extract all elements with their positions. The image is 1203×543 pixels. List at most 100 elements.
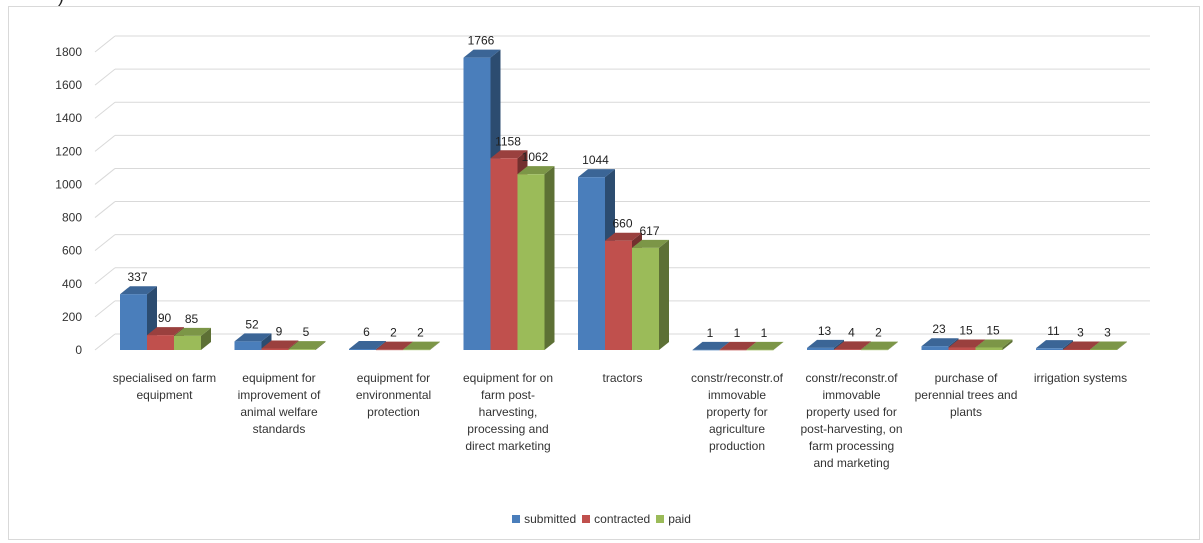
data-label: 1 <box>734 326 741 340</box>
bar-side <box>1002 339 1013 350</box>
bar-front <box>975 347 1003 350</box>
bar-front <box>1063 349 1090 351</box>
bar-top <box>463 49 501 58</box>
data-label: 2 <box>417 326 424 340</box>
bar-front <box>147 335 174 350</box>
category-label: equipment for environmental protection <box>356 371 431 419</box>
bar-paid <box>861 341 898 351</box>
bar-top <box>605 232 642 241</box>
bar-front <box>120 294 147 350</box>
bar-side <box>430 341 440 350</box>
bars <box>120 49 1127 351</box>
category-label: tractors <box>602 371 642 385</box>
bar-paid <box>746 341 784 351</box>
bar-top <box>403 341 440 350</box>
gridline-depth <box>94 267 116 285</box>
bar-side <box>773 341 784 350</box>
data-label: 52 <box>245 317 259 331</box>
bar-top <box>948 339 986 348</box>
data-label: 1766 <box>468 34 495 48</box>
bar-top <box>261 340 299 349</box>
data-label: 1 <box>761 326 768 340</box>
bar-front <box>376 349 403 351</box>
data-label: 337 <box>127 270 147 284</box>
data-label: 15 <box>959 324 973 338</box>
y-tick-label: 400 <box>62 277 82 291</box>
gridline-depth <box>94 201 116 218</box>
bar-top <box>174 327 211 336</box>
y-tick-label: 1600 <box>55 78 82 92</box>
bar-top <box>234 333 272 342</box>
bar-paid <box>174 327 211 350</box>
legend-item-paid: paid <box>656 512 691 526</box>
legend: submitted contracted paid <box>0 512 1203 526</box>
category-label: irrigation systems <box>1034 371 1127 385</box>
data-label: 5 <box>303 325 310 339</box>
bar-top <box>517 166 555 175</box>
bar-top <box>1036 340 1073 349</box>
bar-front <box>861 349 888 351</box>
bar-top <box>147 327 184 336</box>
bar-side <box>201 327 211 350</box>
bar-top <box>1090 341 1127 350</box>
bar-front <box>403 349 430 351</box>
legend-item-contracted: contracted <box>582 512 650 526</box>
data-label: 617 <box>639 224 659 238</box>
bar-side <box>1117 341 1127 350</box>
bar-side <box>888 341 898 350</box>
bar-paid <box>1090 341 1127 351</box>
bar-top <box>288 341 326 350</box>
bar-top <box>632 239 669 248</box>
legend-label: submitted <box>524 512 577 526</box>
bar-front <box>719 349 747 351</box>
bar-top <box>807 339 844 348</box>
data-label: 23 <box>932 322 946 336</box>
bar-front <box>834 349 861 350</box>
bar-top <box>578 169 615 178</box>
bar-side <box>659 239 669 350</box>
data-label: 1158 <box>495 134 521 148</box>
data-label: 4 <box>848 325 855 339</box>
bar-paid <box>632 239 669 350</box>
bar-front <box>234 341 262 350</box>
bar-top <box>975 339 1013 348</box>
bar-front <box>288 349 316 350</box>
bar-front <box>692 349 720 351</box>
bar-paid <box>403 341 440 351</box>
y-axis-ticks: 0 200 400 600 800 1000 1200 1400 1600 1800 <box>55 45 82 357</box>
gridline-depth <box>94 101 116 119</box>
bar-front <box>517 174 545 350</box>
data-label: 9 <box>276 325 283 339</box>
bar-top <box>490 150 528 159</box>
category-labels: specialised on farm equipment equipment fo… <box>113 371 1127 470</box>
bar-front <box>174 335 201 350</box>
bar-top <box>921 338 959 347</box>
category-label: constr/reconstr.of immovable property for a… <box>691 371 784 453</box>
gridline-depth <box>94 35 116 53</box>
bar-front <box>746 349 774 351</box>
gridline-depth <box>94 68 116 86</box>
y-tick-label: 1200 <box>55 144 82 158</box>
data-label: 660 <box>612 217 632 231</box>
y-tick-label: 800 <box>62 211 82 225</box>
data-label: 3 <box>1104 326 1111 340</box>
bar-front <box>632 247 659 350</box>
data-label: 2 <box>390 326 397 340</box>
y-tick-label: 600 <box>62 244 82 258</box>
legend-label: contracted <box>594 512 651 526</box>
data-label: 6 <box>363 325 370 339</box>
bar-front <box>1090 349 1117 351</box>
data-label: 11 <box>1047 324 1060 338</box>
bar-front <box>261 348 289 350</box>
data-label: 13 <box>818 324 832 338</box>
legend-swatch <box>582 515 591 523</box>
bar-paid <box>288 341 326 350</box>
legend-swatch <box>512 515 521 523</box>
data-label: 2 <box>875 326 882 340</box>
bar-front <box>349 349 376 350</box>
bar-front <box>490 158 518 350</box>
bar-top <box>692 341 730 350</box>
data-label: 1044 <box>582 153 609 167</box>
bar-top <box>120 286 157 295</box>
